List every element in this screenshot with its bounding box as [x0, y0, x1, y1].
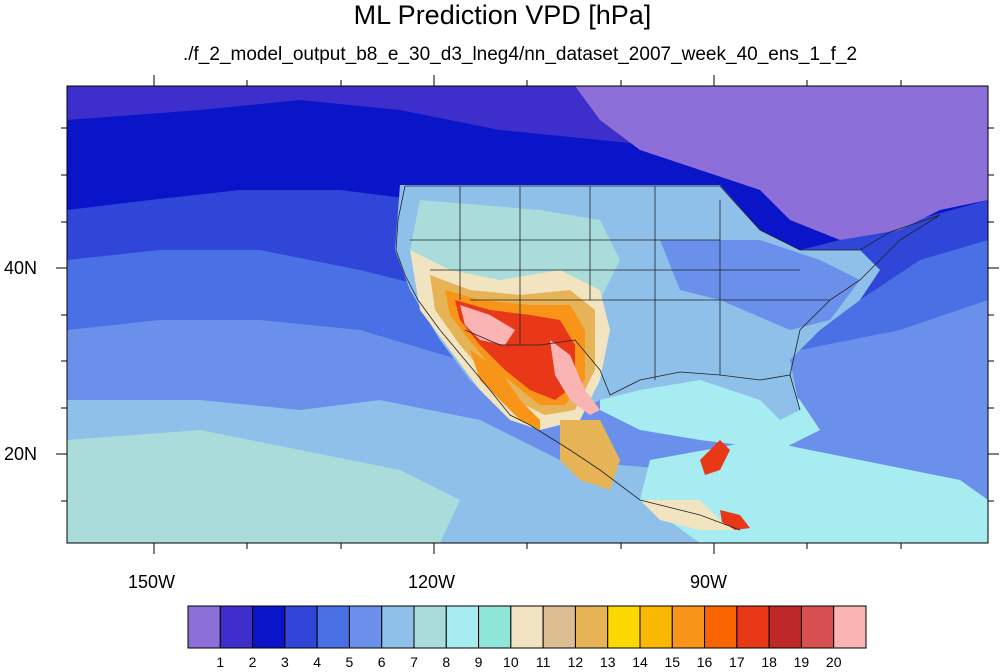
colorbar-tick-label: 1 [216, 654, 225, 670]
mexico-west-coast [529, 424, 741, 531]
lat-label-20n: 20N [4, 444, 38, 464]
east-coast [789, 214, 941, 376]
colorbar-tick-label: 13 [599, 654, 616, 670]
field-sw-20 [460, 305, 515, 345]
field-band-1 [575, 86, 988, 240]
colorbar-box-7 [381, 605, 415, 649]
colorbar-tick-label: 15 [664, 654, 681, 670]
colorbar-box-18 [736, 605, 770, 649]
colorbar-box-17 [704, 605, 738, 649]
colorbar-box-1 [187, 605, 221, 649]
colorbar-box-6 [348, 605, 383, 649]
colorbar-tick-label: 9 [474, 654, 483, 670]
colorbar-tick-label: 12 [567, 654, 584, 670]
frame-ticks [56, 75, 999, 554]
colorbar-tick-label: 19 [793, 654, 810, 670]
map-subtitle: ./f_2_model_output_b8_e_30_d3_lneg4/nn_d… [182, 44, 858, 65]
us-mexico-border [464, 329, 611, 396]
map-title: ML Prediction VPD [hPa] [353, 0, 652, 30]
colorbar-tick-label: 10 [503, 654, 519, 670]
field-mexico-central [560, 420, 620, 490]
field-hot-spot-se [700, 440, 730, 475]
colorbar-tick-label: 5 [345, 654, 354, 670]
colorbar-box-15 [639, 605, 673, 649]
colorbar-tick-label: 6 [377, 654, 386, 670]
colorbar-box-4 [284, 605, 318, 649]
colorbar-box-14 [607, 605, 641, 649]
colorbar-tick-label: 18 [761, 654, 777, 670]
field-conus-east-blue [660, 240, 860, 330]
baja-coast [464, 359, 531, 426]
colorbar-box-8 [413, 605, 447, 649]
colorbar-tick-label: 4 [313, 654, 322, 670]
colorbar-tick-label: 7 [410, 654, 418, 670]
colorbar-box-21 [833, 605, 867, 649]
field-sw-20b [550, 340, 600, 415]
lon-label-150w: 150W [128, 572, 176, 592]
colorbar-box-20 [800, 605, 835, 649]
field-mexico-hot [470, 350, 540, 430]
field-pacific-patch [67, 430, 460, 543]
colorbar-box-11 [510, 605, 544, 649]
colorbar-box-13 [574, 605, 609, 649]
colorbar-tick-label: 14 [632, 654, 648, 670]
colorbar-tick-label: 2 [248, 654, 257, 670]
lat-label-40n: 40N [4, 258, 38, 278]
borders [395, 185, 941, 531]
map-fields [67, 86, 988, 543]
colorbar-tick-label: 3 [280, 654, 289, 670]
colorbar-box-12 [542, 605, 576, 649]
colorbar-tick-label: 17 [729, 654, 745, 670]
colorbar-box-2 [219, 605, 254, 649]
colorbar-box-5 [316, 605, 350, 649]
us-west-coast [395, 185, 466, 361]
lon-label-90w: 90W [690, 572, 728, 592]
colorbar-tick-label: 16 [696, 654, 713, 670]
lon-label-120w: 120W [408, 572, 456, 592]
colorbar-box-9 [445, 605, 480, 649]
colorbar-box-16 [671, 605, 706, 649]
colorbar [187, 605, 867, 649]
colorbar-tick-label: 11 [535, 654, 551, 670]
colorbar-box-10 [478, 605, 512, 649]
field-central-america [640, 500, 740, 530]
colorbar-box-3 [252, 605, 286, 649]
us-canada-border [405, 185, 941, 251]
colorbar-box-19 [768, 605, 802, 649]
colorbar-tick-label: 20 [825, 654, 842, 670]
colorbar-tick-label: 8 [442, 654, 451, 670]
